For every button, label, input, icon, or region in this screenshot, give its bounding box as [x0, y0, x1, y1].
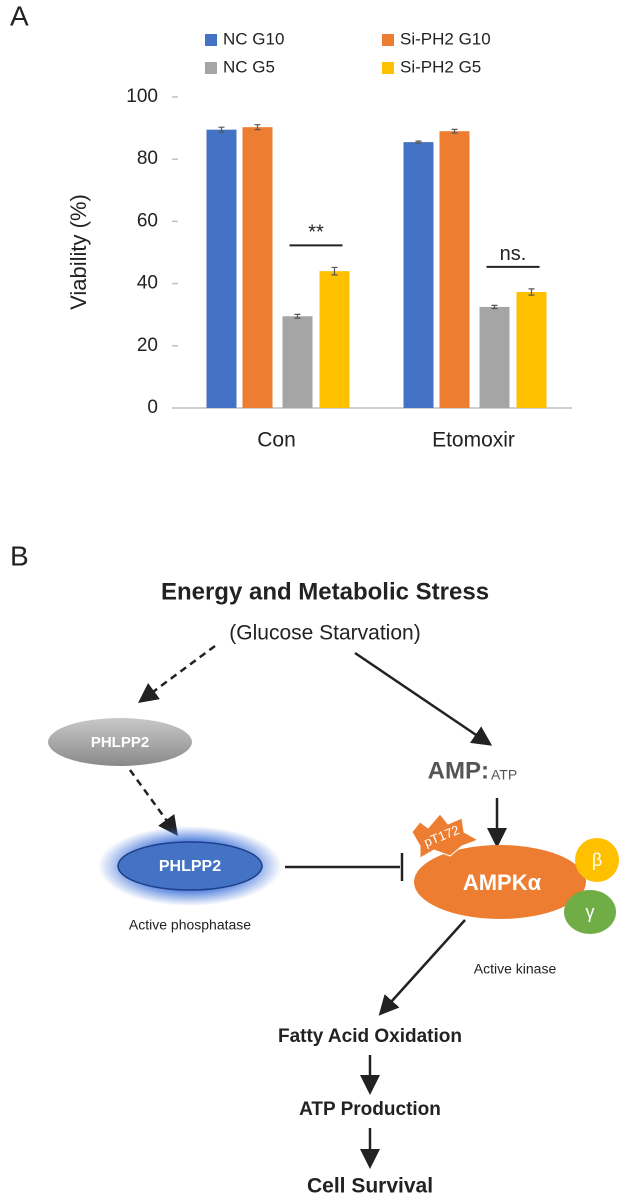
diagram-title: Energy and Metabolic Stress: [161, 578, 489, 605]
legend-swatch: [382, 62, 394, 74]
diagram: Energy and Metabolic Stress (Glucose Sta…: [48, 578, 619, 1198]
bar: [319, 271, 350, 408]
subunit: [575, 838, 619, 882]
x-tick-label: Con: [257, 429, 296, 452]
y-tick-label: 40: [137, 273, 158, 294]
error-bar: [491, 304, 498, 310]
error-bar: [415, 140, 422, 144]
error-bar: [331, 266, 338, 276]
bar: [479, 306, 510, 408]
error-bar: [294, 313, 301, 319]
y-tick-label: 20: [137, 335, 158, 356]
node-sub: ATP: [491, 767, 517, 783]
error-bar: [254, 124, 261, 131]
y-axis-label: Viability (%): [66, 194, 91, 310]
arrow: [137, 644, 216, 703]
subunit-label: γ: [586, 902, 595, 922]
node-caption: Active kinase: [474, 961, 557, 977]
error-bar: [451, 128, 458, 134]
subunit-label: β: [592, 850, 602, 870]
arrow: [128, 769, 178, 837]
node-label: ATP Production: [299, 1099, 441, 1120]
y-tick-label: 60: [137, 210, 158, 231]
arrow: [354, 651, 493, 746]
legend-label: Si-PH2 G10: [400, 29, 491, 48]
arrow: [378, 919, 466, 1016]
node: [117, 841, 263, 891]
panel-label: B: [10, 540, 29, 571]
node-label: AMP:: [428, 757, 489, 784]
node-caption: Active phosphatase: [129, 917, 251, 933]
legend-label: NC G5: [223, 57, 275, 76]
bar: [403, 142, 434, 408]
bar: [282, 316, 313, 408]
node-label: AMPKα: [463, 870, 542, 895]
legend-swatch: [205, 62, 217, 74]
significance-label: **: [308, 222, 324, 244]
y-tick-label: 0: [147, 397, 158, 418]
y-tick-label: 80: [137, 148, 158, 169]
bar: [242, 127, 273, 409]
node: [48, 718, 192, 766]
node-label: Fatty Acid Oxidation: [278, 1026, 462, 1047]
node: [414, 845, 586, 919]
legend-label: Si-PH2 G5: [400, 57, 481, 76]
error-bar: [528, 288, 535, 296]
legend-label: NC G10: [223, 29, 284, 48]
x-tick-label: Etomoxir: [432, 429, 515, 452]
phospho-site: [411, 813, 480, 859]
bar: [206, 129, 237, 408]
diagram-subtitle: (Glucose Starvation): [229, 622, 420, 645]
y-tick-label: 100: [126, 86, 158, 107]
node-label: Cell Survival: [307, 1175, 433, 1198]
bar: [516, 291, 547, 408]
node-label: PHLPP2: [91, 734, 149, 751]
panel-label: A: [10, 0, 29, 31]
significance-label: ns.: [500, 243, 527, 265]
bar: [439, 131, 470, 408]
legend-swatch: [205, 34, 217, 46]
error-bar: [218, 126, 225, 133]
legend-swatch: [382, 34, 394, 46]
subunit: [564, 890, 616, 934]
node-label: PHLPP2: [159, 858, 221, 875]
